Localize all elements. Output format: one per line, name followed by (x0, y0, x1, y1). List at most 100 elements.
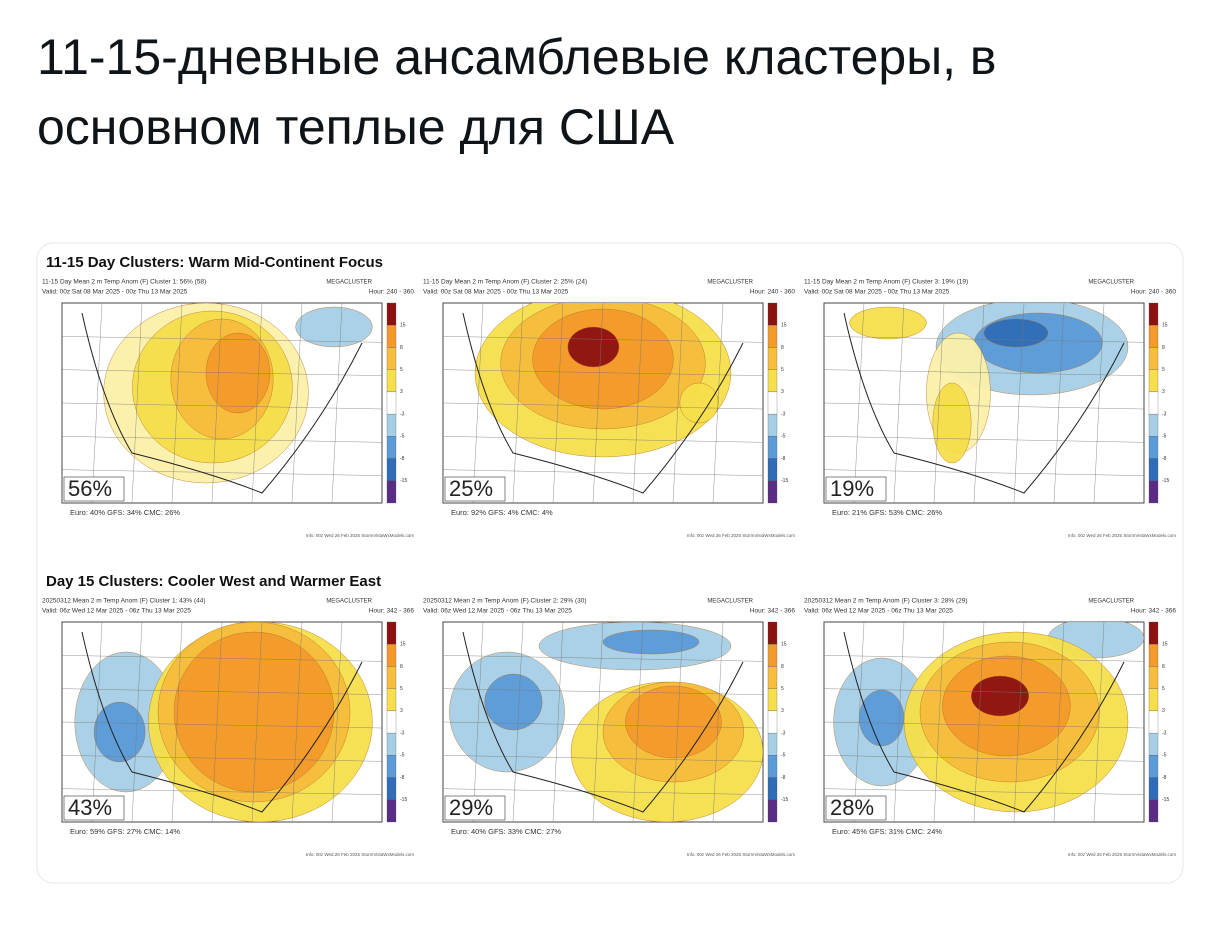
parallel (62, 336, 382, 343)
colorbar-segment (386, 325, 397, 348)
colorbar-tick: -5 (1162, 434, 1167, 440)
panel-hours: Hour: 342 - 366 (750, 608, 796, 615)
coast (81, 312, 363, 494)
meridian (973, 303, 985, 503)
temp-anomaly (295, 306, 373, 348)
colorbar-segment (767, 644, 778, 667)
colorbar-tick: 5 (400, 367, 403, 373)
panel-hours: Hour: 342 - 366 (1131, 608, 1177, 615)
colorbar-segment (767, 688, 778, 712)
meridian (1093, 303, 1105, 503)
post-title: 11-15-дневные ансамблевые кластеры, в ос… (37, 22, 997, 162)
percent-box (825, 795, 887, 821)
panel-valid: Valid: 00z Sat 08 Mar 2025 - 00z Thu 13 … (423, 289, 569, 296)
colorbar-segment (767, 458, 778, 481)
colorbar-segment (1148, 458, 1159, 481)
meridian (211, 303, 223, 503)
panel-label: MEGACLUSTER (707, 599, 753, 605)
temp-anomaly (679, 382, 719, 424)
temp-anomaly (567, 326, 620, 368)
colorbar-segment (386, 458, 397, 481)
panel-credit: Info: 00z Wed 26 Feb 2025 StormVistaWxMo… (687, 533, 795, 538)
colorbar-segment (1148, 621, 1159, 645)
panel-header: 20250312 Mean 2 m Temp Anom (F) Cluster … (42, 598, 206, 605)
parallel (443, 436, 763, 443)
meridian (853, 622, 865, 822)
colorbar-tick: 3 (400, 708, 403, 714)
parallel (443, 336, 763, 343)
colorbar-segment (386, 710, 397, 734)
colorbar-tick: -3 (781, 730, 786, 736)
colorbar-tick: -8 (400, 775, 405, 781)
colorbar-segment (386, 666, 397, 689)
colorbar-segment (767, 777, 778, 800)
coast (81, 631, 363, 813)
temp-anomaly (932, 382, 972, 464)
panel-label: MEGACLUSTER (1088, 280, 1134, 286)
meridian (131, 622, 143, 822)
panel-members: Euro: 40% GFS: 34% CMC: 26% (70, 508, 180, 517)
meridian (672, 303, 684, 503)
colorbar-tick: -3 (1162, 730, 1167, 736)
colorbar-segment (386, 644, 397, 667)
colorbar-segment (1148, 347, 1159, 370)
parallel (62, 721, 382, 729)
colorbar-segment (767, 666, 778, 689)
parallel (824, 469, 1144, 476)
parallel (443, 721, 763, 729)
parallel (443, 655, 763, 662)
colorbar-segment (386, 480, 397, 504)
parallel (824, 369, 1144, 376)
colorbar-tick: 5 (781, 367, 784, 373)
colorbar-tick: 3 (1162, 708, 1165, 714)
colorbar-segment (767, 621, 778, 645)
parallel (62, 436, 382, 443)
meridian (1093, 622, 1105, 822)
cluster-percent: 25% (449, 476, 493, 501)
colorbar-tick: 8 (400, 345, 403, 351)
parallel (443, 402, 763, 410)
temp-anomaly (858, 689, 905, 747)
temp-anomaly (849, 306, 927, 340)
colorbar-tick: -8 (1162, 775, 1167, 781)
colorbar-segment (386, 799, 397, 823)
colorbar-tick: 3 (1162, 389, 1165, 395)
colorbar-segment (386, 621, 397, 645)
colorbar-segment (1148, 688, 1159, 712)
meridian (251, 303, 263, 503)
colorbar-tick: -3 (400, 411, 405, 417)
meridian (853, 303, 865, 503)
coast (462, 312, 744, 494)
colorbar-segment (1148, 302, 1159, 326)
map (62, 303, 382, 503)
percent-box (444, 476, 506, 502)
parallel (824, 336, 1144, 343)
colorbar-segment (386, 755, 397, 778)
colorbar-segment (1148, 732, 1159, 756)
colorbar-segment (1148, 710, 1159, 734)
panel-members: Euro: 21% GFS: 53% CMC: 26% (832, 508, 942, 517)
meridian (672, 622, 684, 822)
colorbar-segment (767, 302, 778, 326)
colorbar-segment (767, 391, 778, 415)
map (443, 303, 763, 503)
colorbar-tick: -5 (781, 753, 786, 759)
colorbar-segment (767, 325, 778, 348)
parallel (62, 469, 382, 476)
colorbar-segment (1148, 369, 1159, 393)
colorbar-tick: 5 (400, 686, 403, 692)
colorbar-segment (1148, 480, 1159, 504)
meridian (291, 622, 303, 822)
colorbar-tick: 5 (781, 686, 784, 692)
panel-label: MEGACLUSTER (707, 280, 753, 286)
colorbar-segment (1148, 413, 1159, 437)
colorbar-tick: -8 (781, 456, 786, 462)
panel-valid: Valid: 06z Wed 12 Mar 2025 - 06z Thu 13 … (804, 608, 953, 615)
colorbar-tick: 8 (781, 345, 784, 351)
meridian (331, 303, 343, 503)
panel-credit: Info: 00z Wed 26 Feb 2025 StormVistaWxMo… (306, 533, 414, 538)
panel-header: 11-15 Day Mean 2 m Temp Anom (F) Cluster… (804, 279, 968, 286)
colorbar-tick: 8 (781, 664, 784, 670)
panel-credit: Info: 00z Wed 26 Feb 2025 StormVistaWxMo… (1068, 852, 1176, 857)
